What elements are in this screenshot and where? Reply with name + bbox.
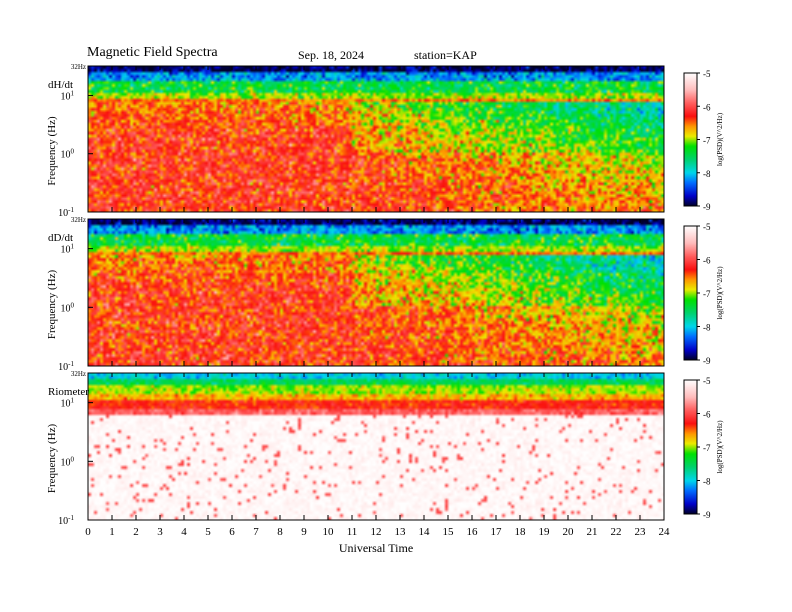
x-tick-label: 13 — [395, 526, 407, 538]
x-tick-label: 1 — [109, 526, 115, 538]
colorbar-label: log(PSD)(V^2/Hz) — [716, 420, 724, 474]
y-axis-label: Frequency (Hz) — [46, 270, 58, 340]
y-tick-label: 100 — [61, 148, 75, 161]
colorbar-tick-label: -8 — [703, 169, 711, 179]
spectrogram-heatmap — [88, 66, 664, 212]
x-tick-label: 24 — [659, 526, 671, 538]
colorbar-tick-label: -5 — [703, 376, 711, 386]
date-label: Sep. 18, 2024 — [298, 48, 364, 62]
colorbar-tick-label: -9 — [703, 356, 711, 366]
x-tick-label: 17 — [491, 526, 503, 538]
panel-label: dD/dt — [48, 232, 73, 244]
top-frequency-label: 32Hz — [71, 63, 86, 71]
x-axis-label: Universal Time — [339, 541, 413, 555]
x-tick-label: 0 — [85, 526, 91, 538]
x-tick-label: 4 — [181, 526, 187, 538]
colorbar-label: log(PSD)(V^2/Hz) — [716, 112, 724, 166]
top-frequency-label: 32Hz — [71, 216, 86, 224]
y-tick-label: 101 — [61, 89, 75, 102]
x-tick-label: 21 — [587, 526, 598, 538]
x-tick-label: 19 — [539, 526, 551, 538]
colorbar-tick-label: -9 — [703, 510, 711, 520]
colorbar — [684, 226, 697, 360]
x-tick-label: 18 — [515, 526, 527, 538]
x-tick-label: 14 — [419, 526, 431, 538]
y-tick-label: 100 — [61, 455, 75, 468]
colorbar — [684, 380, 697, 514]
panel-label: Riometer — [48, 386, 89, 398]
colorbar-label: log(PSD)(V^2/Hz) — [716, 266, 724, 320]
x-tick-label: 5 — [205, 526, 211, 538]
y-tick-label: 10-1 — [58, 514, 74, 527]
colorbar-tick-label: -9 — [703, 202, 711, 212]
y-tick-label: 101 — [61, 243, 75, 256]
y-axis-label: Frequency (Hz) — [46, 424, 58, 494]
x-tick-label: 8 — [277, 526, 283, 538]
x-tick-label: 20 — [563, 526, 575, 538]
spectrogram-heatmap — [88, 219, 664, 366]
x-tick-label: 3 — [157, 526, 163, 538]
x-tick-label: 12 — [371, 526, 382, 538]
top-frequency-label: 32Hz — [71, 370, 86, 378]
x-tick-label: 16 — [467, 526, 479, 538]
colorbar-tick-label: -7 — [703, 443, 711, 453]
colorbar-tick-label: -8 — [703, 323, 711, 333]
x-tick-label: 23 — [635, 526, 647, 538]
colorbar-tick-label: -8 — [703, 477, 711, 487]
spectrogram-heatmap — [88, 373, 664, 520]
x-tick-label: 2 — [133, 526, 139, 538]
x-tick-label: 6 — [229, 526, 235, 538]
y-axis-label: Frequency (Hz) — [46, 116, 58, 186]
x-tick-label: 10 — [323, 526, 335, 538]
x-tick-label: 22 — [611, 526, 622, 538]
colorbar-tick-label: -5 — [703, 222, 711, 232]
x-tick-label: 15 — [443, 526, 455, 538]
colorbar-tick-label: -7 — [703, 289, 711, 299]
panel-label: dH/dt — [48, 79, 73, 91]
x-tick-label: 7 — [253, 526, 259, 538]
page-title: Magnetic Field Spectra — [87, 45, 218, 60]
colorbar-tick-label: -6 — [703, 410, 711, 420]
x-tick-label: 11 — [347, 526, 358, 538]
colorbar-tick-label: -6 — [703, 102, 711, 112]
colorbar-tick-label: -7 — [703, 136, 711, 146]
y-tick-label: 100 — [61, 301, 75, 314]
colorbar-tick-label: -6 — [703, 256, 711, 266]
station-label: station=KAP — [414, 48, 477, 62]
y-tick-label: 101 — [61, 397, 75, 410]
x-tick-label: 9 — [301, 526, 307, 538]
colorbar-tick-label: -5 — [703, 69, 711, 79]
colorbar — [684, 73, 697, 206]
